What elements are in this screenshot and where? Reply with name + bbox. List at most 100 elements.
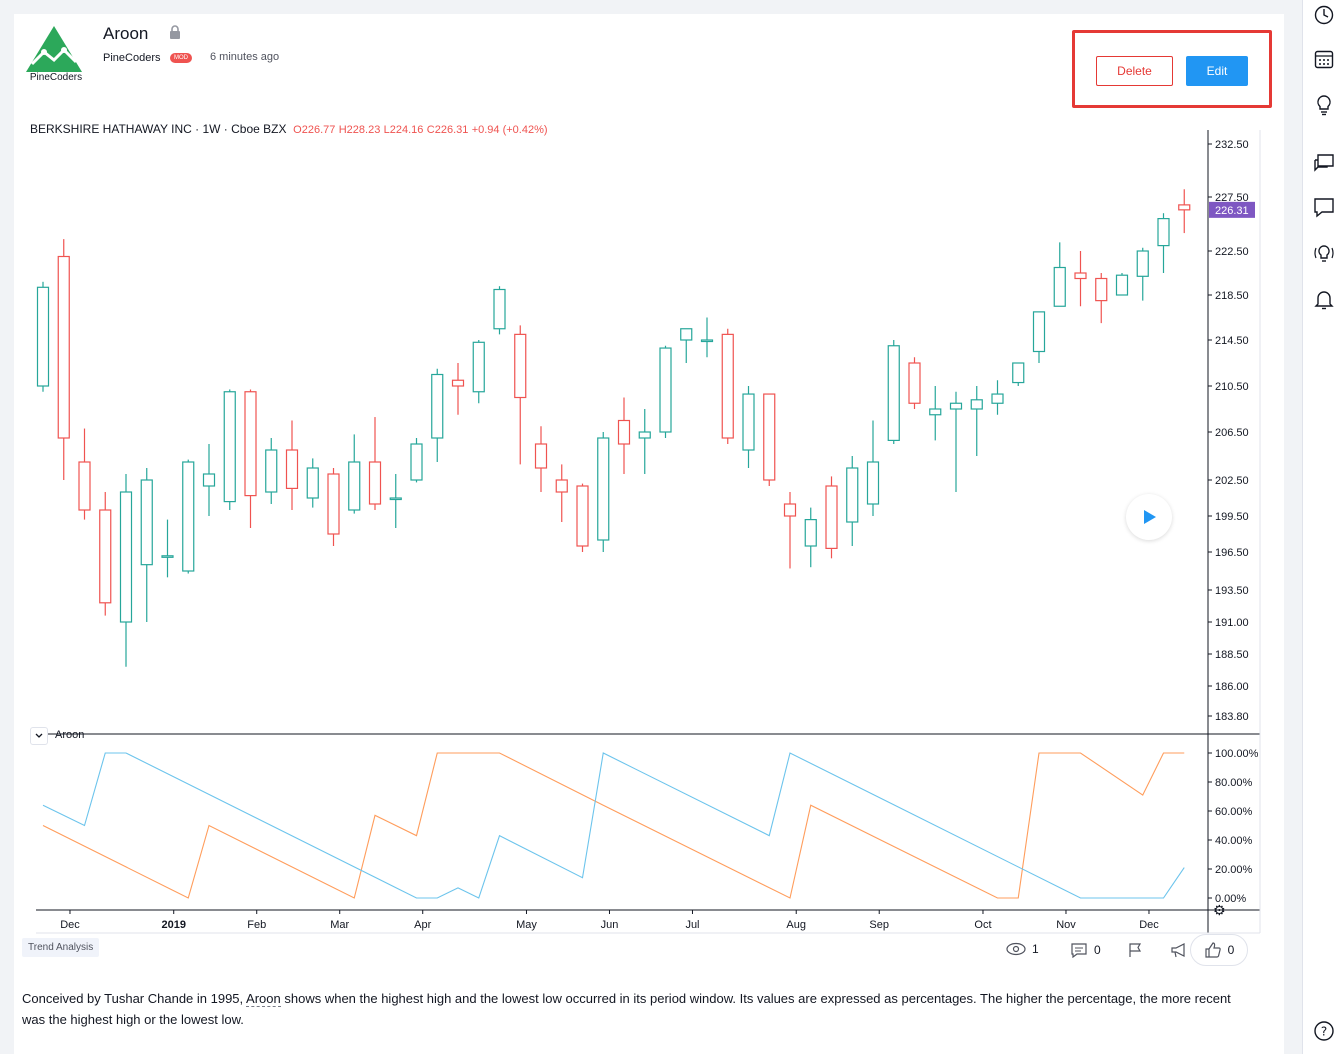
candle-body: [555, 479, 568, 493]
aroon-tick-label: 40.00%: [1215, 835, 1253, 847]
price-tick-label: 214.50: [1215, 335, 1249, 347]
share-button[interactable]: [1170, 942, 1188, 958]
aroon-tick-label: 80.00%: [1215, 777, 1253, 789]
collapse-indicator-button[interactable]: [30, 727, 48, 745]
candle-body: [576, 485, 589, 547]
price-tick-label: 202.50: [1215, 475, 1249, 487]
candle-body: [514, 333, 527, 399]
last-price-label: 226.31: [1215, 205, 1249, 217]
lightbulb-icon[interactable]: [1313, 94, 1335, 116]
candle-body: [36, 286, 50, 387]
time-tick-label: 2019: [161, 919, 185, 931]
aroon-tick-label: 100.00%: [1215, 748, 1259, 760]
candle-body: [368, 461, 382, 505]
candle-body: [1053, 266, 1066, 307]
mod-badge: MOD: [170, 53, 192, 63]
edit-button[interactable]: Edit: [1186, 56, 1248, 86]
gear-icon[interactable]: ⚙: [1213, 902, 1226, 918]
clock-icon[interactable]: [1313, 4, 1335, 26]
candle-body: [285, 449, 299, 490]
chat-icon[interactable]: [1313, 152, 1335, 174]
price-tick-label: 188.50: [1215, 649, 1249, 661]
candle-body: [617, 419, 631, 445]
candle-body: [78, 461, 91, 511]
candle-body: [1032, 311, 1046, 353]
logo-label: PineCoders: [29, 72, 83, 83]
symbol-label: BERKSHIRE HATHAWAY INC · 1W · Cboe BZX: [30, 122, 287, 136]
candle-body: [140, 479, 153, 566]
candle-body: [244, 391, 257, 497]
price-tick-label: 222.50: [1215, 246, 1249, 258]
aroon-tick-label: 20.00%: [1215, 864, 1253, 876]
price-tick-label: 196.50: [1215, 547, 1249, 559]
action-highlight-box: [1072, 30, 1272, 108]
candle-body: [57, 255, 70, 439]
pinecoders-logo[interactable]: [26, 26, 82, 86]
time-tick-label: Mar: [330, 919, 349, 931]
candle-body: [721, 333, 734, 439]
like-button[interactable]: 0: [1190, 934, 1248, 966]
comment-icon[interactable]: [1313, 196, 1335, 218]
help-icon[interactable]: ?: [1313, 1020, 1335, 1042]
time-tick-label: Jun: [601, 919, 619, 931]
price-chart[interactable]: 232.50 227.50 222.50 218.50 214.50 210.50 206.…: [0, 0, 1300, 940]
idea-description: Conceived by Tushar Chande in 1995, Aroo…: [22, 988, 1252, 1030]
svg-text:?: ?: [1321, 1025, 1327, 1039]
bell-icon[interactable]: [1313, 288, 1335, 310]
thumbs-up-icon: [1205, 942, 1221, 958]
aroon-up-line: [42, 752, 1185, 899]
candle-body: [1157, 218, 1170, 247]
candle-body: [493, 288, 506, 330]
candle-body: [970, 399, 983, 410]
candle-body: [866, 461, 880, 505]
aroon-tick-label: 60.00%: [1215, 806, 1253, 818]
timestamp: 6 minutes ago: [210, 51, 280, 63]
aroon-tick-label: 0.00%: [1215, 893, 1246, 905]
candle-body: [306, 467, 319, 499]
high-value: H228.23: [338, 124, 381, 136]
play-icon: [1144, 510, 1156, 524]
time-tick-label: Dec: [60, 919, 80, 931]
description-prefix: Conceived by Tushar Chande in 1995,: [22, 991, 247, 1006]
category-tag[interactable]: Trend Analysis: [22, 938, 100, 957]
candle-body: [949, 402, 963, 410]
candle-body: [908, 362, 921, 404]
candle-body: [659, 347, 672, 433]
comments-stat[interactable]: 0: [1070, 942, 1101, 958]
price-tick-label: 193.50: [1215, 585, 1249, 597]
candle-body: [327, 473, 340, 535]
low-value: L224.16: [383, 124, 424, 136]
candle-body: [161, 555, 174, 558]
indicator-label: Aroon: [55, 729, 85, 741]
comments-count: 0: [1094, 943, 1101, 957]
description-suffix: shows when the highest high and the lowe…: [22, 991, 1231, 1027]
candle-body: [991, 393, 1004, 404]
candle-body: [431, 373, 444, 439]
candle-body: [1136, 250, 1149, 277]
price-tick-label: 199.50: [1215, 511, 1249, 523]
candle-body: [597, 437, 610, 541]
author-link[interactable]: PineCoders: [103, 52, 161, 64]
candle-body: [1095, 277, 1108, 302]
candle-body: [783, 503, 797, 517]
candle-body: [700, 339, 714, 343]
candle-body: [534, 443, 548, 469]
candle-body: [182, 461, 195, 572]
aroon-glossary-link[interactable]: Aroon: [246, 991, 281, 1007]
price-tick-label: 210.50: [1215, 381, 1249, 393]
time-tick-label: Apr: [414, 919, 431, 931]
eye-icon: [1006, 942, 1026, 956]
calendar-icon[interactable]: [1313, 48, 1335, 70]
change-value: +0.94 (+0.42%): [471, 124, 548, 136]
play-button[interactable]: [1126, 494, 1172, 540]
flag-icon: [1129, 943, 1142, 957]
open-value: O226.77: [293, 124, 336, 136]
megaphone-icon: [1171, 943, 1185, 958]
report-button[interactable]: [1127, 942, 1143, 958]
price-tick-label: 191.00: [1215, 617, 1249, 629]
delete-button[interactable]: Delete: [1096, 56, 1173, 86]
time-tick-label: Aug: [786, 919, 806, 931]
price-tick-label: 183.80: [1215, 711, 1249, 723]
candle-body: [887, 345, 900, 442]
stream-icon[interactable]: [1313, 242, 1335, 264]
